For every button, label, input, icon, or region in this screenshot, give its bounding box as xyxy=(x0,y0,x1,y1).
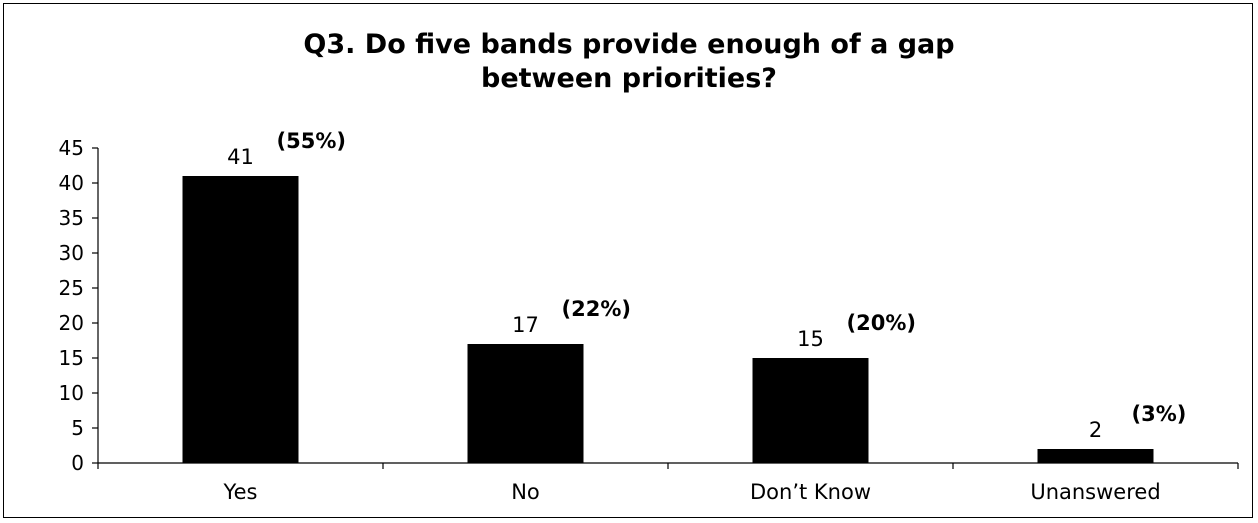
chart-title-line-1: Q3. Do five bands provide enough of a ga… xyxy=(303,29,955,60)
percent-label: (55%) xyxy=(277,129,346,153)
data-label: 17 xyxy=(512,313,539,337)
data-label: 2 xyxy=(1089,418,1102,442)
x-tick-label: Unanswered xyxy=(1030,480,1160,504)
y-tick-label: 45 xyxy=(59,136,84,160)
x-tick-label: Yes xyxy=(223,480,258,504)
bars xyxy=(182,176,1154,463)
y-tick-label: 15 xyxy=(59,346,84,370)
chart-title: Q3. Do five bands provide enough of a ga… xyxy=(0,28,1258,96)
chart-title-line-2: between priorities? xyxy=(481,63,777,94)
labels: 41 (55%) Yes 17 (22%) No 15 (20%) Don’t Know 2 (3%… xyxy=(223,129,1187,504)
y-tick-label: 10 xyxy=(59,381,84,405)
y-tick-label: 5 xyxy=(71,416,84,440)
percent-label: (20%) xyxy=(847,311,916,335)
y-tick-label: 30 xyxy=(59,241,84,265)
data-label: 41 xyxy=(227,145,254,169)
x-tick-label: Don’t Know xyxy=(750,480,871,504)
bar xyxy=(182,176,299,463)
y-tick-label: 40 xyxy=(59,171,84,195)
y-tick-label: 35 xyxy=(59,206,84,230)
bar xyxy=(467,344,584,463)
percent-label: (22%) xyxy=(562,297,631,321)
bar xyxy=(752,358,869,463)
x-tick-label: No xyxy=(511,480,540,504)
bar xyxy=(1037,449,1154,463)
y-tick-label: 20 xyxy=(59,311,84,335)
data-label: 15 xyxy=(797,327,824,351)
y-tick-label: 0 xyxy=(71,451,84,475)
percent-label: (3%) xyxy=(1132,402,1187,426)
axes: 0 5 10 15 20 25 30 35 40 45 xyxy=(59,136,1239,475)
y-tick-label: 25 xyxy=(59,276,84,300)
